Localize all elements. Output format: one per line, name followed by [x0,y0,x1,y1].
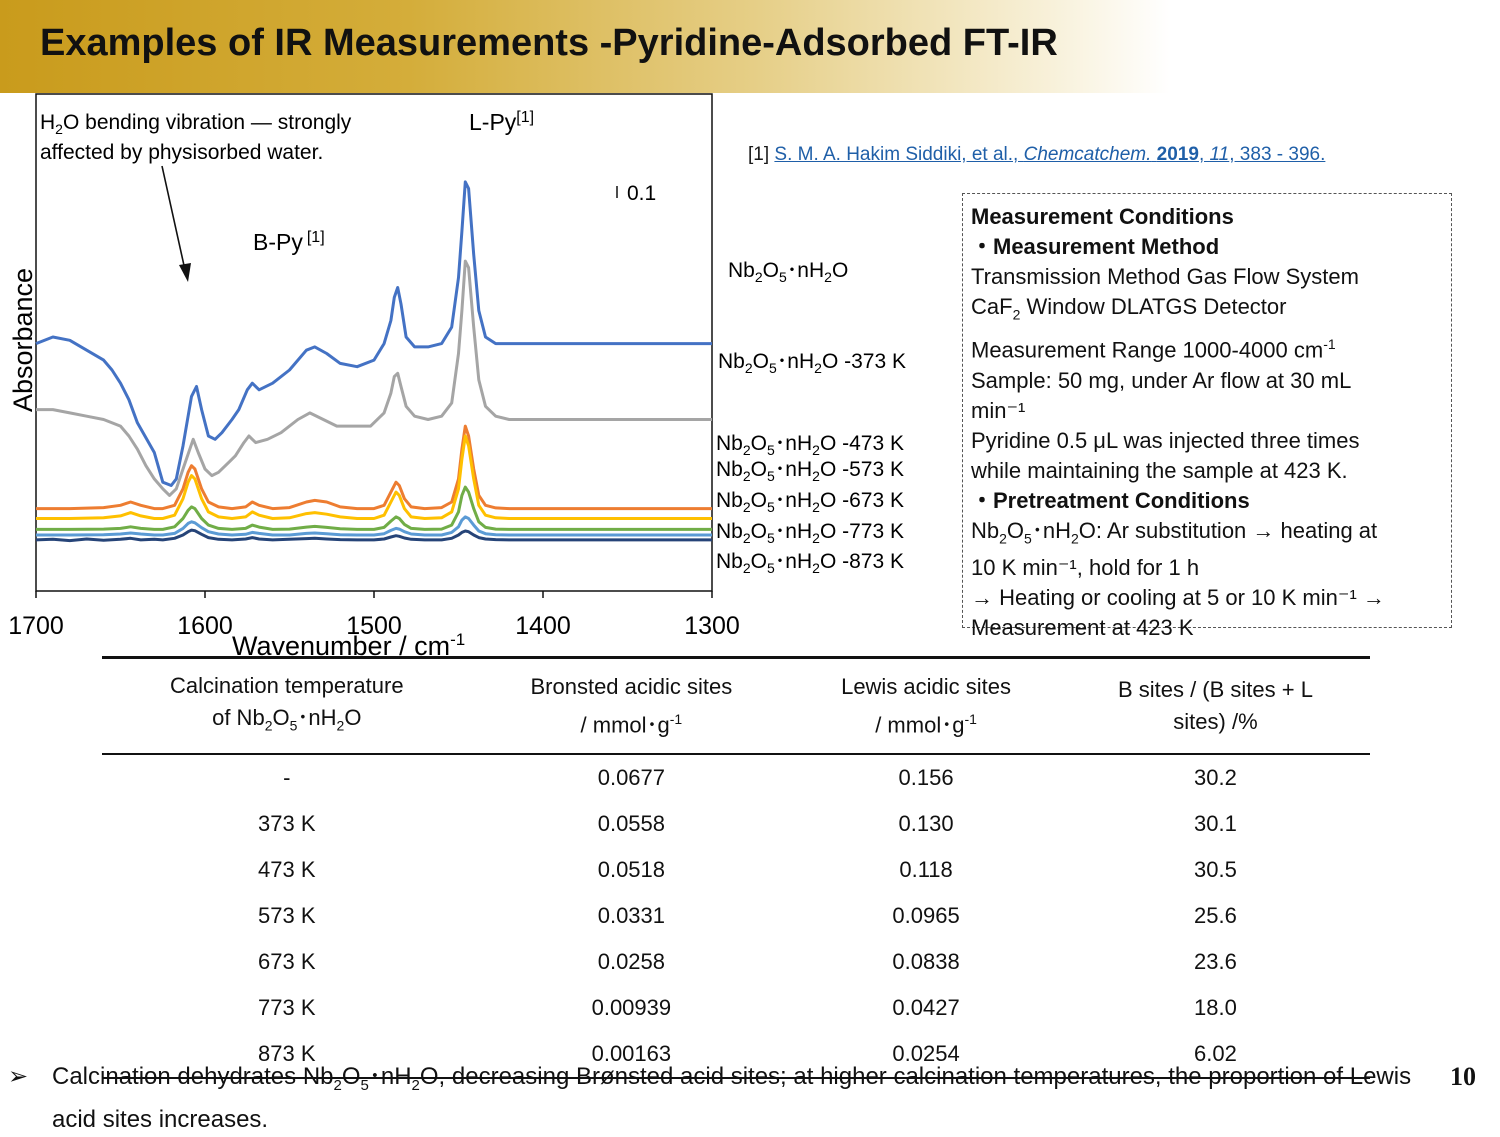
series-label-6: Nb2O5･nH2O -873 K [716,550,904,576]
pretreatment-line: 10 K min⁻¹, hold for 1 h [971,555,1200,581]
spectrum-line-5 [36,515,712,537]
table-row: 773 K 0.00939 0.0427 18.0 [102,985,1370,1031]
pretreatment-heading: ・Pretreatment Conditions [971,487,1250,513]
h2o-annotation-line2: affected by physisorbed water. [40,141,323,164]
series-layer [35,180,712,543]
table-cell: - [283,765,291,790]
method-line: Transmission Method Gas Flow System [971,264,1359,289]
table-cell: 673 K [258,949,316,974]
table-cell: 23.6 [1194,949,1237,974]
table-cell: 30.5 [1194,857,1237,882]
page-number: 10 [1450,1062,1476,1091]
reference-link[interactable]: S. M. A. Hakim Siddiki, et al., Chemcatc… [774,144,1326,165]
series-label-2: Nb2O5･nH2O -473 K [716,432,904,458]
series-label-1: Nb2O5･nH2O -373 K [718,350,906,376]
reference-prefix: [1] [748,144,775,165]
sample-line: Sample: 50 mg, under Ar flow at 30 mL [971,367,1352,393]
summary-text: Calcination dehydrates Nb2O5･nH2O, decre… [52,1063,1412,1133]
ir-spectra-chart: Nb2O5･nH2O Nb2O5･nH2O -373 K Nb2O5･nH2O -4… [0,90,960,665]
table-cell: 0.0427 [892,995,960,1020]
series-label-4: Nb2O5･nH2O -673 K [716,489,904,515]
table-cell: 0.00163 [471,1031,792,1079]
table-cell: 0.130 [898,811,954,836]
table-cell: 0.0518 [597,857,666,882]
spectrum-line-6 [35,528,712,543]
table-cell: 0.0838 [892,949,960,974]
x-tick-label: 1300 [684,612,740,640]
table-cell: 18.0 [1194,995,1237,1020]
table-row: - 0.0677 0.156 30.2 [102,754,1370,801]
bpy-label: B-Py [1] [253,229,325,255]
x-tick-label: 1500 [346,612,402,640]
x-tick-label: 1600 [177,612,233,640]
reference-citation: [1] S. M. A. Hakim Siddiki, et al., Chem… [748,144,1325,166]
table-row: 373 K 0.0558 0.130 30.1 [102,801,1370,847]
spectrum-line-0 [35,180,712,487]
spectrum-line-3 [36,434,712,520]
table-cell: 0.0258 [597,949,666,974]
acid-sites-table: Calcination temperature of Nb2O5･nH2O Bro… [102,656,1370,1079]
ir-spectra-svg: Nb2O5･nH2O Nb2O5･nH2O -373 K Nb2O5･nH2O -4… [8,93,906,661]
conditions-heading: Measurement Conditions [971,204,1234,229]
col-header-bronsted: Bronsted acidic sites / mmol･g-1 [471,656,792,755]
table-cell: 30.1 [1194,811,1237,836]
table-cell: 0.0677 [597,765,666,790]
pretreatment-line: Measurement at 423 K [971,615,1194,641]
table-row: 473 K 0.0518 0.118 30.5 [102,847,1370,893]
x-tick-layer: 1700 1600 1500 1400 1300 [8,591,740,640]
lpy-label: L-Py[1] [469,109,534,135]
method-heading: ・Measurement Method [971,234,1220,259]
y-axis-label: Absorbance [8,268,38,412]
pretreatment-line: → Heating or cooling at 5 or 10 K min⁻¹ … [971,585,1385,611]
col-header-lewis: Lewis acidic sites / mmol･g-1 [791,656,1061,755]
table-cell: 6.02 [1060,1031,1370,1079]
scale-bar-label: 0.1 [627,182,656,205]
table-cell: 0.0331 [597,903,666,928]
h2o-annotation-line1: H2O bending vibration — strongly [40,111,352,137]
table-cell: 773 K [258,995,316,1020]
table-cell: 0.0558 [597,811,666,836]
range-line: Measurement Range 1000-4000 cm-1 [971,336,1336,363]
table-row: 573 K 0.0331 0.0965 25.6 [102,893,1370,939]
x-tick-label: 1700 [8,612,64,640]
window-line: CaF2 Window DLATGS Detector [971,294,1287,323]
series-label-0: Nb2O5･nH2O [728,259,848,285]
h2o-annotation-arrowhead [179,263,191,282]
spectrum-line-1 [36,259,712,497]
table-cell: 0.156 [898,765,954,790]
table-cell: 573 K [258,903,316,928]
table-row: 873 K 0.00163 0.0254 6.02 [102,1031,1370,1079]
x-tick-label: 1400 [515,612,571,640]
table-cell: 0.118 [899,857,953,882]
table-header-row: Calcination temperature of Nb2O5･nH2O Bro… [102,656,1370,755]
sample-line: while maintaining the sample at 423 K. [971,457,1348,483]
pretreatment-line: Nb2O5･nH2O: Ar substitution → heating at [971,517,1378,547]
series-label-5: Nb2O5･nH2O -773 K [716,520,904,546]
table-cell: 873 K [102,1031,472,1079]
table-cell: 0.0965 [892,903,960,928]
h2o-annotation-arrow [161,165,186,271]
table-cell: 373 K [258,811,316,836]
table-cell: 0.00939 [591,995,672,1020]
table-cell: 25.6 [1194,903,1237,928]
sample-line: Pyridine 0.5 μL was injected three times [971,427,1360,453]
bullet-arrow-icon: ➢ [8,1063,29,1090]
table-cell: 473 K [258,857,316,882]
table-row: 673 K 0.0258 0.0838 23.6 [102,939,1370,985]
spectrum-line-2 [36,424,712,511]
table-cell: 0.0254 [791,1031,1061,1079]
measurement-conditions-box: Measurement Conditions ・Measurement Meth… [962,193,1452,640]
title-banner [0,0,1170,93]
page-title: Examples of IR Measurements -Pyridine-Ad… [40,22,1058,64]
sample-line: min⁻¹ [971,397,1026,423]
series-label-layer: Nb2O5･nH2O Nb2O5･nH2O -373 K Nb2O5･nH2O -4… [716,259,906,576]
series-label-3: Nb2O5･nH2O -573 K [716,458,904,484]
col-header-calcination: Calcination temperature of Nb2O5･nH2O [102,656,472,755]
table-cell: 30.2 [1194,765,1237,790]
spectrum-line-4 [36,485,712,531]
x-axis-label: Wavenumber / cm-1 [232,630,465,661]
